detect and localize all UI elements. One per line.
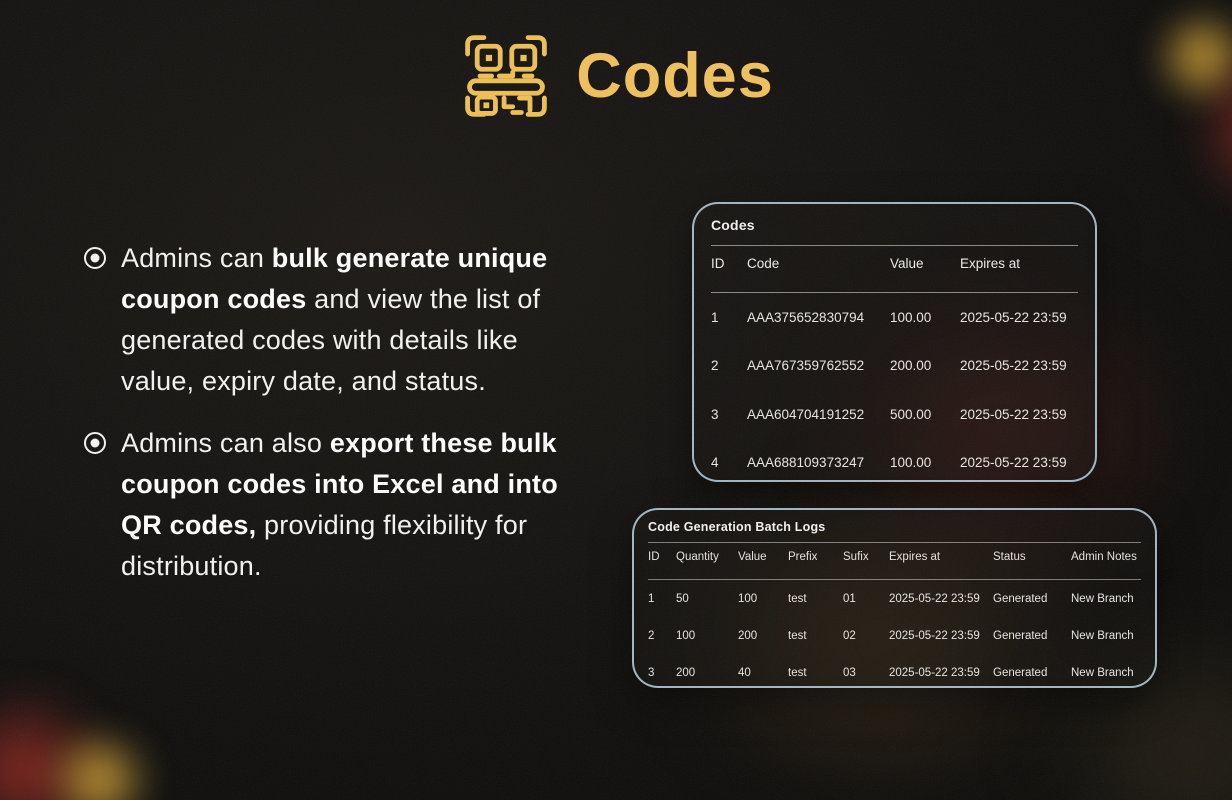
cell-status: Generated xyxy=(993,629,1048,642)
cell-id: 2 xyxy=(648,629,655,642)
cell-value: 100 xyxy=(738,592,758,605)
cell-prefix: test xyxy=(788,629,807,642)
feature-text: Admins can also export these bulk coupon… xyxy=(121,423,568,587)
cell-sufix: 01 xyxy=(843,592,856,605)
list-item: Admins can also export these bulk coupon… xyxy=(84,423,584,587)
table-row: 3 200 40 test 03 2025-05-22 23:59 Genera… xyxy=(634,654,1155,691)
cell-code: AAA767359762552 xyxy=(747,358,865,374)
cell-id: 2 xyxy=(711,358,719,374)
cell-code: AAA604704191252 xyxy=(747,406,865,422)
target-dot-icon xyxy=(84,432,106,454)
cell-value: 100.00 xyxy=(890,309,932,325)
cell-value: 100.00 xyxy=(890,455,932,471)
panel-title: Codes xyxy=(711,217,755,233)
table-row: 1 AAA375652830794 100.00 2025-05-22 23:5… xyxy=(694,293,1095,342)
panel-title: Code Generation Batch Logs xyxy=(648,520,826,534)
cell-expires-at: 2025-05-22 23:59 xyxy=(960,309,1067,325)
cell-admin-notes: New Branch xyxy=(1071,666,1134,679)
cell-value: 200 xyxy=(738,629,758,642)
cell-expires-at: 2025-05-22 23:59 xyxy=(889,666,980,679)
codes-table-panel: Codes ID Code Value Expires at 1 AAA3756… xyxy=(692,202,1097,482)
bullet-dot xyxy=(90,438,100,448)
target-dot-icon xyxy=(84,247,106,269)
page-title: Codes xyxy=(576,40,774,111)
column-header-sufix: Sufix xyxy=(843,551,869,563)
table-body: 1 50 100 test 01 2025-05-22 23:59 Genera… xyxy=(634,580,1155,691)
table-row: 1 50 100 test 01 2025-05-22 23:59 Genera… xyxy=(634,580,1155,617)
column-header-expires: Expires at xyxy=(960,255,1021,271)
column-header-prefix: Prefix xyxy=(788,551,818,563)
table-row: 2 AAA767359762552 200.00 2025-05-22 23:5… xyxy=(694,342,1095,391)
qr-scan-icon xyxy=(458,28,554,124)
cell-id: 3 xyxy=(648,666,655,679)
cell-value: 200.00 xyxy=(890,358,932,374)
table-body: 1 AAA375652830794 100.00 2025-05-22 23:5… xyxy=(694,293,1095,487)
column-header-code: Code xyxy=(747,255,780,271)
list-item: Admins can bulk generate unique coupon c… xyxy=(84,238,584,402)
cell-admin-notes: New Branch xyxy=(1071,629,1134,642)
cell-quantity: 100 xyxy=(676,629,696,642)
column-header-id: ID xyxy=(648,551,660,563)
feature-text: Admins can bulk generate unique coupon c… xyxy=(121,238,568,402)
cell-id: 4 xyxy=(711,455,719,471)
table-row: 4 AAA688109373247 100.00 2025-05-22 23:5… xyxy=(694,439,1095,488)
cell-code: AAA688109373247 xyxy=(747,455,865,471)
cell-expires-at: 2025-05-22 23:59 xyxy=(960,406,1067,422)
cell-id: 1 xyxy=(648,592,655,605)
cell-admin-notes: New Branch xyxy=(1071,592,1134,605)
cell-id: 3 xyxy=(711,406,719,422)
cell-code: AAA375652830794 xyxy=(747,309,865,325)
column-header-expires: Expires at xyxy=(889,551,941,563)
cell-sufix: 02 xyxy=(843,629,856,642)
column-header-value: Value xyxy=(738,551,767,563)
cell-expires-at: 2025-05-22 23:59 xyxy=(889,629,980,642)
table-header-row: ID Quantity Value Prefix Sufix Expires a… xyxy=(634,543,1155,571)
cell-id: 1 xyxy=(711,309,719,325)
table-row: 3 AAA604704191252 500.00 2025-05-22 23:5… xyxy=(694,390,1095,439)
column-header-status: Status xyxy=(993,551,1026,563)
table-header-row: ID Code Value Expires at xyxy=(694,246,1095,280)
text-segment: Admins can xyxy=(121,243,272,273)
cell-status: Generated xyxy=(993,592,1048,605)
cell-value: 40 xyxy=(738,666,751,679)
cell-quantity: 200 xyxy=(676,666,696,679)
cell-prefix: test xyxy=(788,592,807,605)
batch-logs-table-panel: Code Generation Batch Logs ID Quantity V… xyxy=(632,508,1157,688)
text-segment: Admins can also xyxy=(121,428,330,458)
cell-status: Generated xyxy=(993,666,1048,679)
column-header-id: ID xyxy=(711,255,725,271)
cell-prefix: test xyxy=(788,666,807,679)
table-row: 2 100 200 test 02 2025-05-22 23:59 Gener… xyxy=(634,617,1155,654)
cell-expires-at: 2025-05-22 23:59 xyxy=(889,592,980,605)
cell-quantity: 50 xyxy=(676,592,689,605)
feature-list: Admins can bulk generate unique coupon c… xyxy=(84,238,584,608)
header: Codes xyxy=(0,28,1232,124)
cell-value: 500.00 xyxy=(890,406,932,422)
cell-expires-at: 2025-05-22 23:59 xyxy=(960,358,1067,374)
cell-expires-at: 2025-05-22 23:59 xyxy=(960,455,1067,471)
column-header-value: Value xyxy=(890,255,924,271)
cell-sufix: 03 xyxy=(843,666,856,679)
column-header-admin-notes: Admin Notes xyxy=(1071,551,1137,563)
bullet-dot xyxy=(90,253,100,263)
column-header-quantity: Quantity xyxy=(676,551,719,563)
